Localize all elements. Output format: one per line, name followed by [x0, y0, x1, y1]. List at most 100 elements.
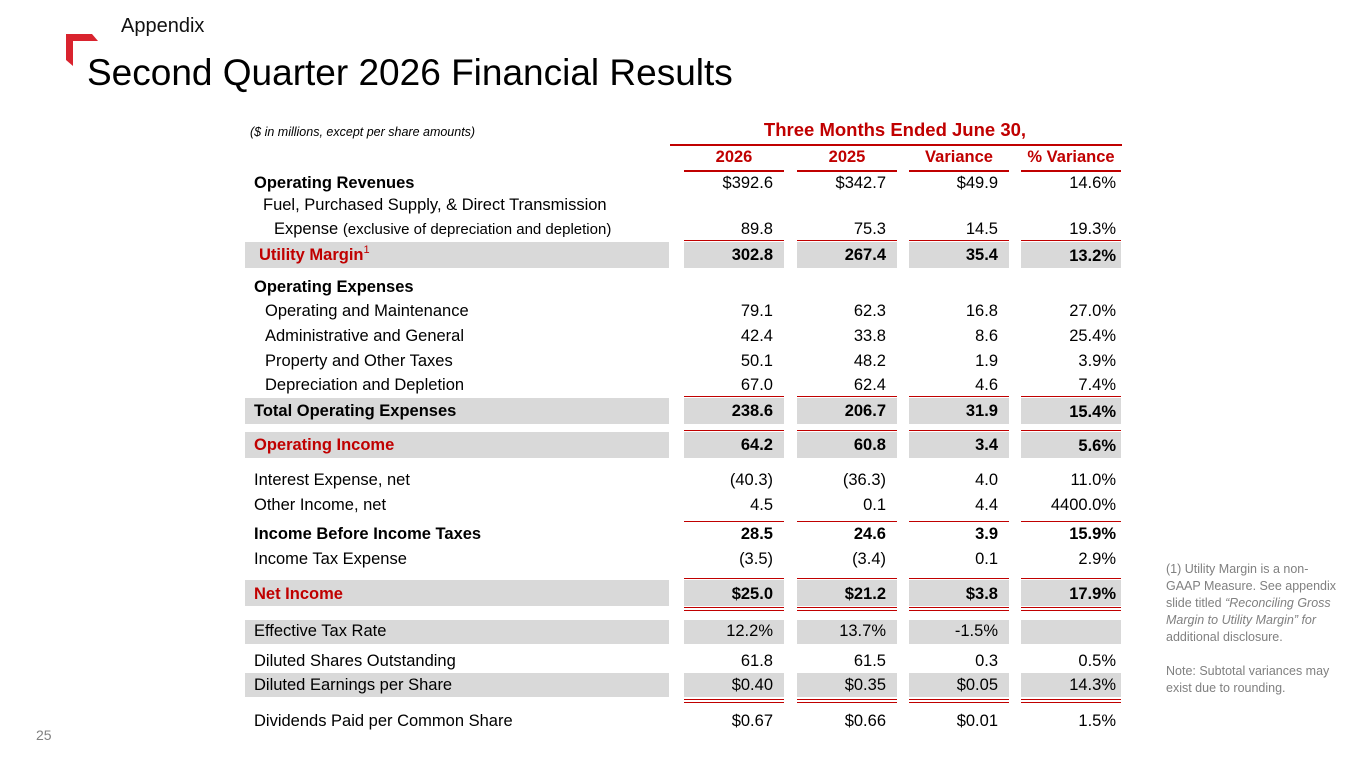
row-label: Net Income	[254, 585, 343, 603]
table-cell: 14.5	[965, 220, 998, 238]
table-cell: 42.4	[740, 327, 773, 345]
row-shade	[909, 432, 1009, 458]
total-double-rule	[1021, 610, 1121, 611]
table-cell: 4.5	[750, 496, 773, 514]
row-label: Operating and Maintenance	[265, 302, 469, 320]
table-cell: 1.9	[975, 352, 998, 370]
table-cell: 4.6	[975, 376, 998, 394]
total-double-rule	[797, 702, 897, 703]
table-cell: $3.8	[965, 585, 998, 603]
table-cell: 64.2	[740, 436, 773, 454]
subtotal-rule	[909, 578, 1009, 579]
table-cell: 3.9%	[1078, 352, 1116, 370]
row-label: Operating Income	[254, 436, 395, 454]
subtotal-rule	[797, 396, 897, 397]
row-shade	[684, 398, 784, 424]
subtotal-rule	[684, 521, 784, 522]
table-cell: 50.1	[740, 352, 773, 370]
table-cell: 60.8	[853, 436, 886, 454]
period-header-rule	[670, 144, 1122, 146]
total-double-rule	[909, 702, 1009, 703]
total-double-rule	[797, 699, 897, 700]
row-shade	[245, 398, 669, 424]
table-cell: $49.9	[956, 174, 998, 192]
row-label: Operating Revenues	[254, 174, 415, 192]
table-cell: 75.3	[853, 220, 886, 238]
subtotal-rule	[797, 430, 897, 431]
table-cell: 17.9%	[1069, 585, 1116, 603]
table-cell: 79.1	[740, 302, 773, 320]
total-double-rule	[1021, 699, 1121, 700]
table-cell: 31.9	[965, 402, 998, 420]
subtotal-rule	[797, 578, 897, 579]
table-cell: 238.6	[731, 402, 773, 420]
row-shade	[245, 580, 669, 606]
row-label: Utility Margin1	[259, 244, 370, 264]
row-shade	[1021, 242, 1121, 268]
row-shade	[245, 432, 669, 458]
row-shade	[1021, 398, 1121, 424]
row-label: Interest Expense, net	[254, 471, 410, 489]
row-shade	[245, 620, 669, 644]
table-cell: 48.2	[853, 352, 886, 370]
table-cell: $0.01	[956, 712, 998, 730]
table-cell: 19.3%	[1069, 220, 1116, 238]
row-shade	[797, 620, 897, 644]
table-cell: 25.4%	[1069, 327, 1116, 345]
table-cell: 15.4%	[1069, 403, 1116, 421]
row-label: Dividends Paid per Common Share	[254, 712, 513, 730]
subtotal-rule	[909, 430, 1009, 431]
row-shade	[909, 673, 1009, 697]
subtotal-rule	[684, 578, 784, 579]
table-cell: 5.6%	[1078, 437, 1116, 455]
table-cell: 4400.0%	[1050, 496, 1116, 514]
row-label: Effective Tax Rate	[254, 622, 387, 640]
table-cell: 4.0	[975, 471, 998, 489]
row-shade	[1021, 580, 1121, 606]
table-cell: $0.40	[731, 676, 773, 694]
row-shade	[245, 673, 669, 697]
row-shade	[797, 398, 897, 424]
row-shade	[684, 620, 784, 644]
row-shade	[797, 242, 897, 268]
row-shade	[245, 242, 669, 268]
table-cell: 15.9%	[1069, 525, 1116, 543]
table-cell: 206.7	[844, 402, 886, 420]
row-label-suffix: (exclusive of depreciation and depletion…	[342, 221, 612, 238]
table-cell: 7.4%	[1078, 376, 1116, 394]
table-cell: (3.5)	[739, 550, 773, 568]
row-shade	[1021, 620, 1121, 644]
total-double-rule	[909, 607, 1009, 608]
table-cell: 13.7%	[839, 622, 886, 640]
row-shade	[909, 242, 1009, 268]
subtotal-rule	[909, 396, 1009, 397]
row-shade	[797, 673, 897, 697]
row-shade	[1021, 432, 1121, 458]
footnote-slide-reference: “Reconciling Gross Margin to Utility Mar…	[1166, 596, 1331, 627]
col-head-rule	[797, 170, 897, 172]
table-cell: 0.1	[975, 550, 998, 568]
row-label: Administrative and General	[265, 327, 465, 345]
table-cell: 302.8	[731, 246, 773, 264]
utility-margin-footnote: (1) Utility Margin is a non-GAAP Measure…	[1166, 562, 1337, 644]
table-cell: 0.5%	[1078, 652, 1116, 670]
table-cell: 35.4	[965, 246, 998, 264]
row-label: Depreciation and Depletion	[265, 376, 465, 394]
row-label: Property and Other Taxes	[265, 352, 453, 370]
row-label: Income Tax Expense	[254, 550, 407, 568]
section-label: Appendix	[121, 15, 205, 37]
table-cell: 0.3	[975, 652, 998, 670]
col-head-variance: Variance	[925, 148, 993, 166]
table-cell: 11.0%	[1070, 471, 1116, 489]
row-shade	[1021, 673, 1121, 697]
subtotal-rule	[1021, 521, 1121, 522]
subtotal-rule	[909, 521, 1009, 522]
col-head-rule	[684, 170, 784, 172]
row-shade	[797, 432, 897, 458]
table-cell: $342.7	[835, 174, 886, 192]
table-cell: -1.5%	[954, 622, 998, 640]
table-cell: 27.0%	[1069, 302, 1116, 320]
row-label: Total Operating Expenses	[254, 402, 457, 420]
subtotal-rule	[1021, 240, 1121, 241]
row-label: Other Income, net	[254, 496, 387, 514]
